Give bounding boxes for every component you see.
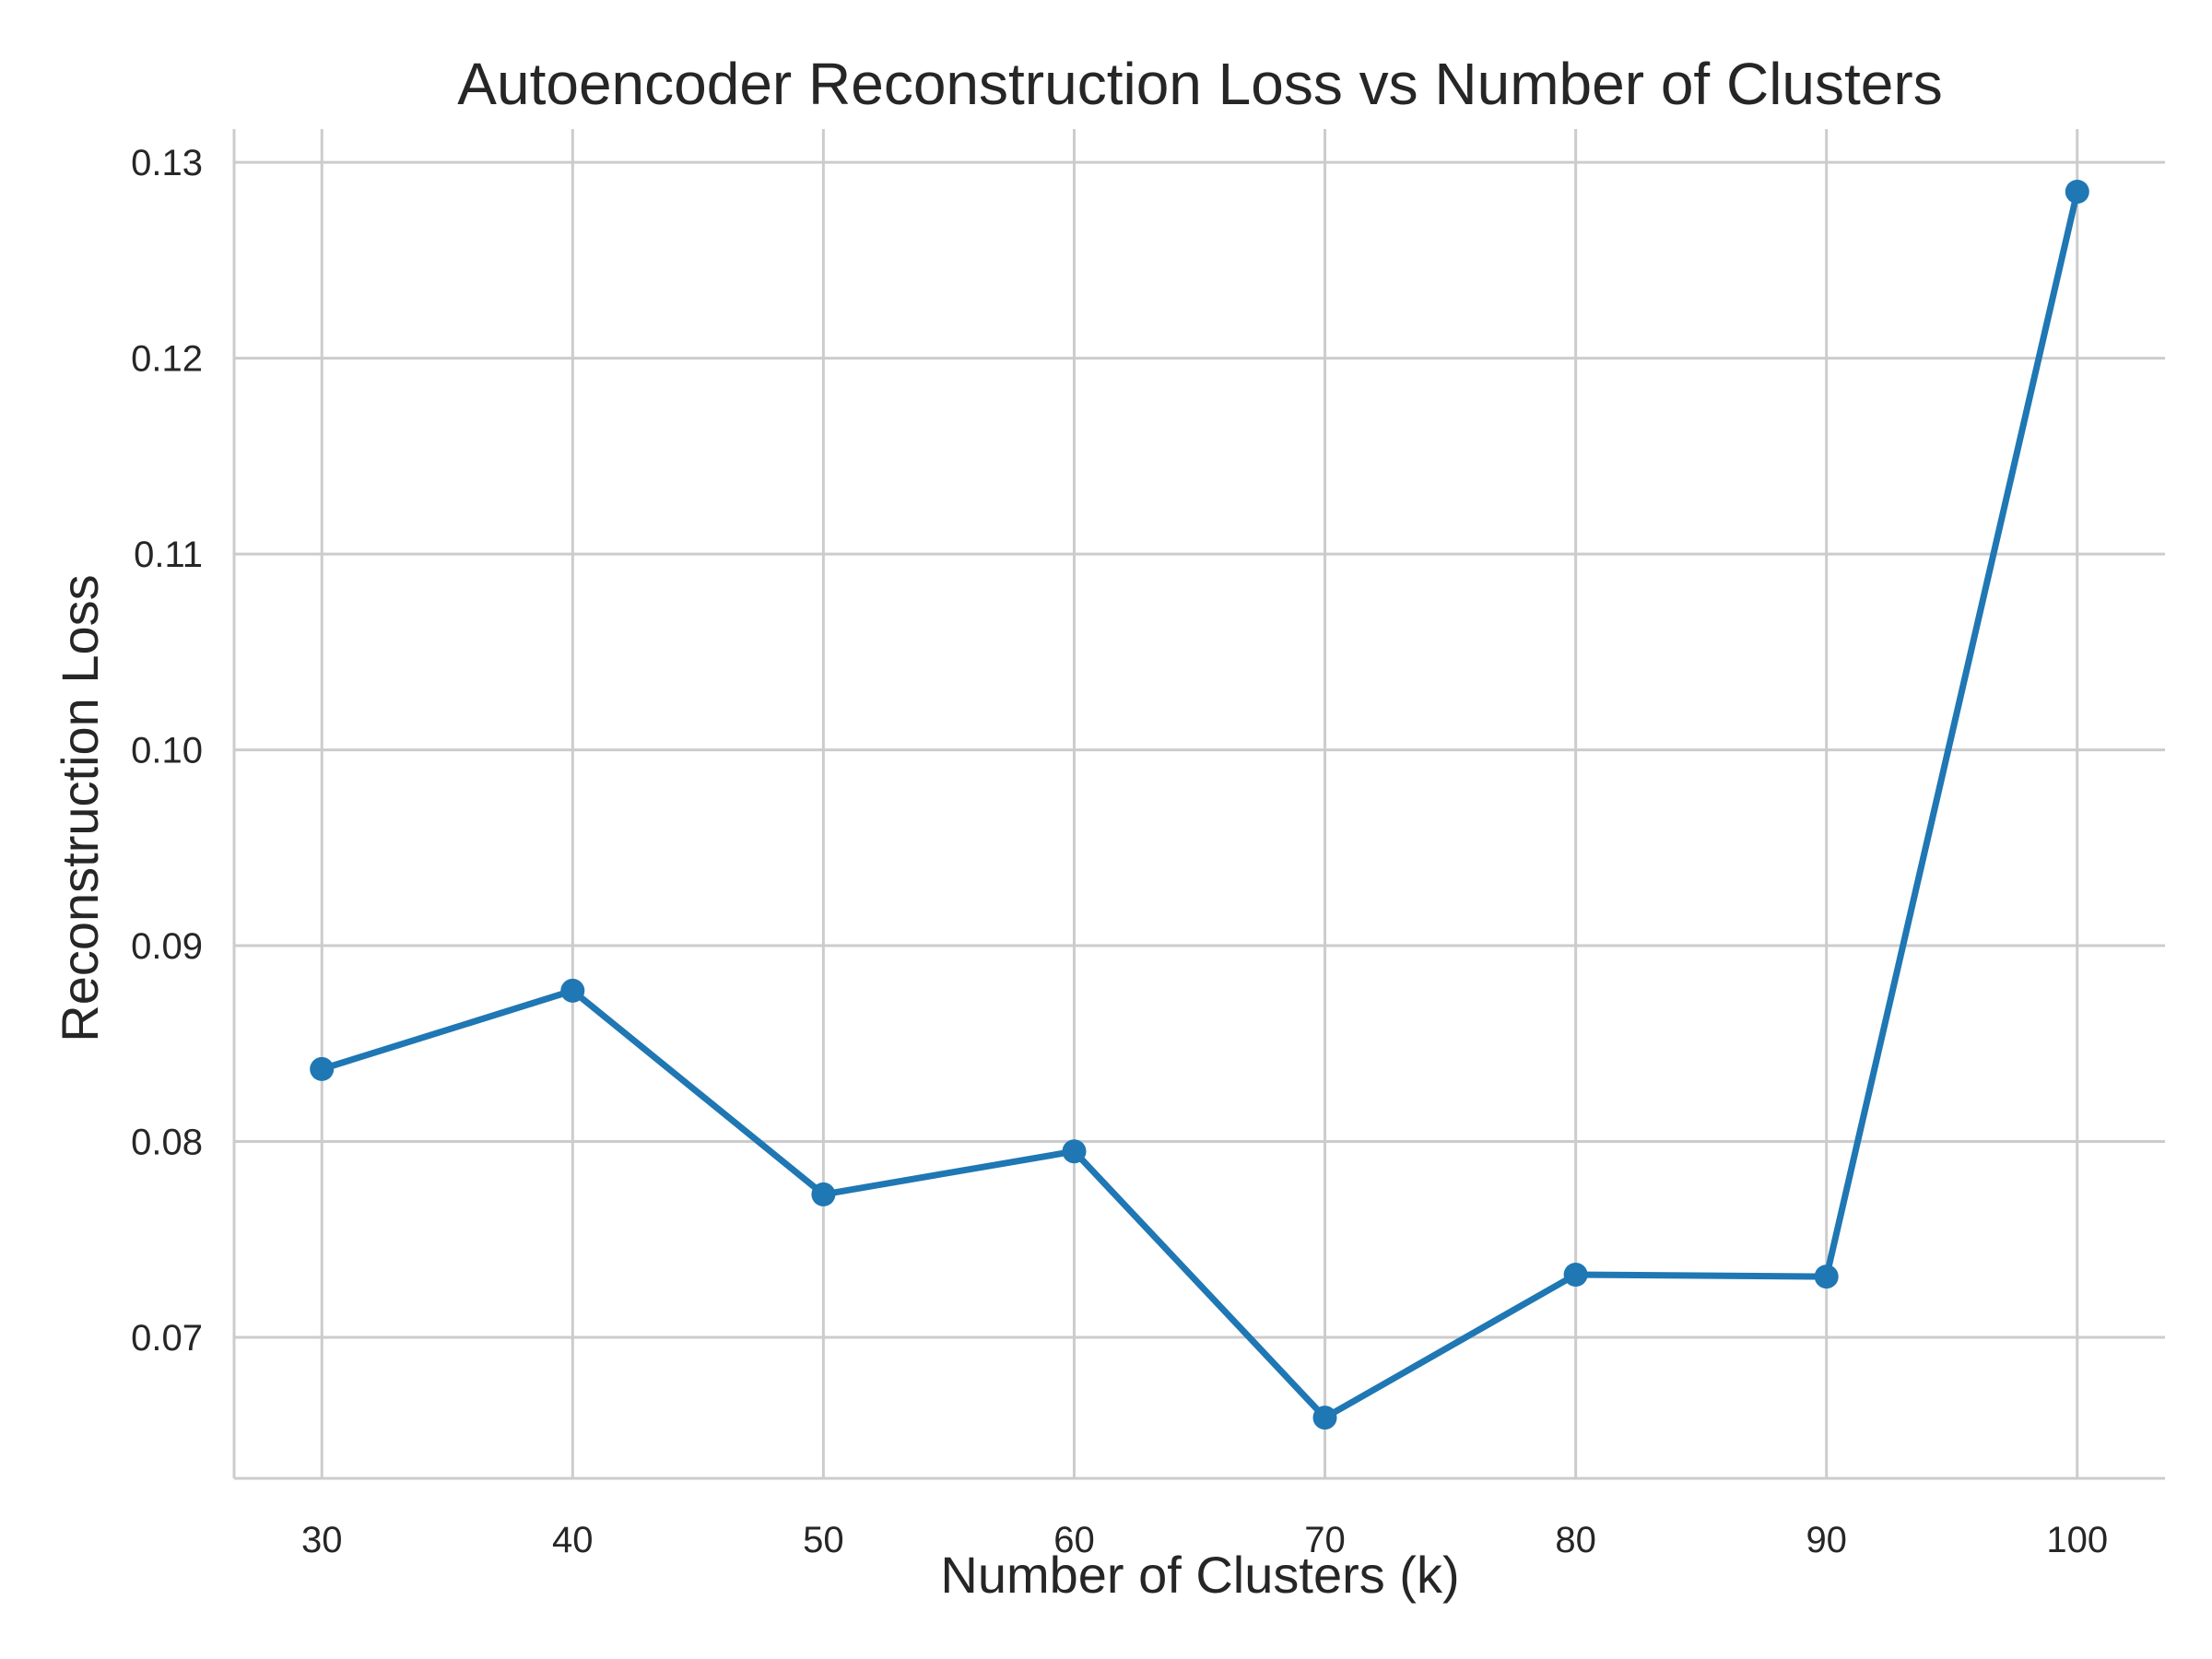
grid	[234, 129, 2165, 1478]
x-tick-label: 90	[1806, 1520, 1847, 1560]
x-axis-label: Number of Clusters (k)	[940, 1546, 1459, 1604]
x-tick-label: 100	[2046, 1520, 2108, 1560]
data-point	[560, 978, 585, 1003]
data-point	[1062, 1139, 1087, 1164]
y-tick-labels: 0.07 0.08 0.09 0.10 0.11 0.12 0.13	[131, 143, 203, 1359]
series	[310, 180, 2089, 1430]
x-tick-label: 30	[301, 1520, 343, 1560]
chart-title: Autoencoder Reconstruction Loss vs Numbe…	[457, 51, 1942, 117]
data-point	[811, 1182, 836, 1206]
data-point	[1312, 1406, 1337, 1430]
x-tick-label: 70	[1304, 1520, 1346, 1560]
series-line	[321, 191, 2081, 1421]
y-tick-label: 0.12	[131, 339, 203, 380]
data-point	[1563, 1263, 1588, 1287]
x-tick-label: 80	[1555, 1520, 1596, 1560]
y-tick-label: 0.08	[131, 1123, 203, 1163]
y-axis-label: Reconstruction Loss	[51, 574, 109, 1041]
data-point	[2065, 180, 2089, 204]
x-tick-label: 50	[803, 1520, 844, 1560]
y-tick-label: 0.11	[134, 535, 203, 575]
data-point	[1814, 1265, 1839, 1289]
y-tick-label: 0.07	[131, 1318, 203, 1359]
y-tick-label: 0.09	[131, 926, 203, 967]
data-point	[310, 1056, 335, 1081]
x-tick-labels: 30 40 50 60 70 80 90 100	[301, 1520, 2108, 1560]
x-tick-label: 40	[552, 1520, 594, 1560]
y-tick-label: 0.13	[131, 143, 203, 183]
axes-frame	[232, 129, 2165, 1480]
x-tick-label: 60	[1053, 1520, 1095, 1560]
y-tick-label: 0.10	[131, 731, 203, 771]
